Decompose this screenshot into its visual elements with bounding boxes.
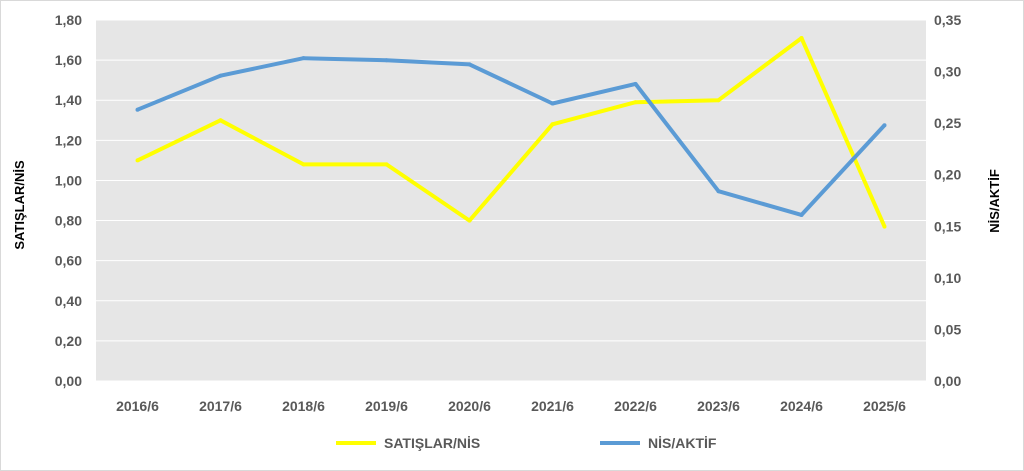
data-point-nis-aktif [716, 189, 721, 194]
series-line-nis-aktif [136, 56, 886, 217]
x-tick-label: 2022/6 [614, 398, 657, 414]
legend-label-nis-aktif: NİS/AKTİF [648, 435, 717, 451]
series-line-satislar-nis [136, 36, 887, 228]
x-tick-label: 2018/6 [282, 398, 325, 414]
y-right-tick-label: 0,05 [934, 321, 961, 337]
x-tick-label: 2016/6 [116, 398, 159, 414]
data-point-nis-aktif [218, 73, 223, 78]
data-point-satislar-nis [716, 98, 721, 103]
data-point-nis-aktif [301, 56, 306, 61]
y-left-tick-label: 1,20 [55, 132, 82, 148]
x-tick-label: 2019/6 [365, 398, 408, 414]
y-right-tick-label: 0,20 [934, 167, 961, 183]
data-point-nis-aktif [882, 123, 887, 128]
x-tick-label: 2024/6 [780, 398, 823, 414]
gridlines [96, 19, 926, 382]
y-axis-left-ticks: 0,00 0,20 0,40 0,60 0,80 1,00 1,20 1,40 1,60 1,80 [55, 12, 82, 389]
y-right-tick-label: 0,25 [934, 115, 961, 131]
x-tick-label: 2020/6 [448, 398, 491, 414]
y-right-tick-label: 0,10 [934, 270, 961, 286]
y-axis-right-title: NİS/AKTİF [987, 169, 1002, 233]
y-right-tick-label: 0,35 [934, 12, 961, 28]
x-tick-label: 2023/6 [697, 398, 740, 414]
y-right-tick-label: 0,15 [934, 218, 961, 234]
data-point-satislar-nis [882, 224, 887, 229]
data-point-nis-aktif [550, 101, 555, 106]
y-left-tick-label: 0,00 [55, 373, 82, 389]
y-left-tick-label: 1,60 [55, 52, 82, 68]
x-tick-label: 2017/6 [199, 398, 242, 414]
plot-area [96, 20, 926, 381]
x-tick-label: 2021/6 [531, 398, 574, 414]
data-point-nis-aktif [467, 62, 472, 67]
data-point-nis-aktif [633, 81, 638, 86]
data-point-satislar-nis [384, 162, 389, 167]
y-left-tick-label: 0,60 [55, 253, 82, 269]
data-point-satislar-nis [135, 158, 140, 163]
y-right-tick-label: 0,30 [934, 64, 961, 80]
y-left-tick-label: 0,40 [55, 293, 82, 309]
y-left-tick-label: 1,40 [55, 92, 82, 108]
y-left-tick-label: 0,20 [55, 333, 82, 349]
data-point-nis-aktif [799, 212, 804, 217]
y-left-tick-label: 1,00 [55, 172, 82, 188]
data-point-satislar-nis [467, 218, 472, 223]
y-axis-left-title: SATIŞLAR/NİS [12, 160, 27, 250]
data-point-satislar-nis [218, 118, 223, 123]
data-point-satislar-nis [799, 36, 804, 41]
x-axis-ticks: 2016/6 2017/6 2018/6 2019/6 2020/6 2021/6 2022… [116, 398, 906, 414]
data-point-satislar-nis [633, 100, 638, 105]
y-left-tick-label: 1,80 [55, 12, 82, 28]
legend: SATIŞLAR/NİS NİS/AKTİF [336, 435, 717, 451]
data-point-nis-aktif [384, 58, 389, 63]
series-lines [135, 36, 887, 229]
data-point-nis-aktif [135, 107, 140, 112]
legend-label-satislar-nis: SATIŞLAR/NİS [384, 435, 480, 451]
y-right-tick-label: 0,00 [934, 373, 961, 389]
x-tick-label: 2025/6 [863, 398, 906, 414]
y-axis-right-ticks: 0,00 0,05 0,10 0,15 0,20 0,25 0,30 0,35 [934, 12, 961, 389]
y-left-tick-label: 0,80 [55, 213, 82, 229]
data-point-satislar-nis [301, 162, 306, 167]
data-point-satislar-nis [550, 122, 555, 127]
